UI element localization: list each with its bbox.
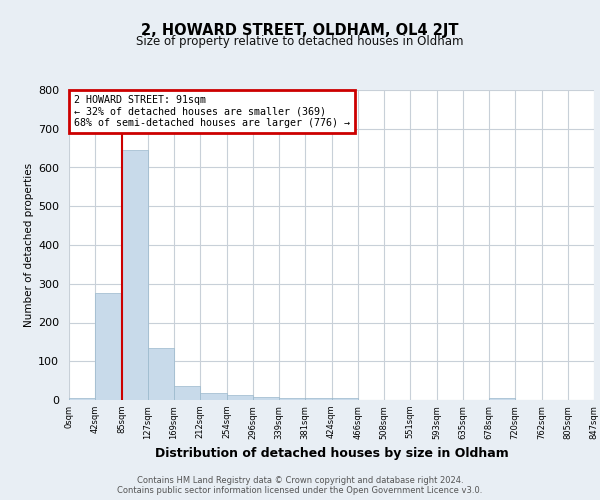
Text: Contains HM Land Registry data © Crown copyright and database right 2024.
Contai: Contains HM Land Registry data © Crown c… [118, 476, 482, 495]
Text: 2, HOWARD STREET, OLDHAM, OL4 2JT: 2, HOWARD STREET, OLDHAM, OL4 2JT [141, 22, 459, 38]
Bar [69, 398, 95, 400]
Bar [253, 397, 279, 400]
Text: Size of property relative to detached houses in Oldham: Size of property relative to detached ho… [136, 35, 464, 48]
Bar [331, 398, 358, 400]
Bar [305, 398, 331, 400]
Bar [95, 294, 121, 400]
Bar [489, 398, 515, 400]
Text: 2 HOWARD STREET: 91sqm
← 32% of detached houses are smaller (369)
68% of semi-de: 2 HOWARD STREET: 91sqm ← 32% of detached… [74, 94, 350, 128]
X-axis label: Distribution of detached houses by size in Oldham: Distribution of detached houses by size … [155, 447, 508, 460]
Bar [200, 393, 227, 400]
Bar [174, 386, 200, 400]
Bar [227, 396, 253, 400]
Bar [121, 150, 148, 400]
Bar [279, 398, 305, 400]
Bar [148, 348, 174, 400]
Y-axis label: Number of detached properties: Number of detached properties [24, 163, 34, 327]
